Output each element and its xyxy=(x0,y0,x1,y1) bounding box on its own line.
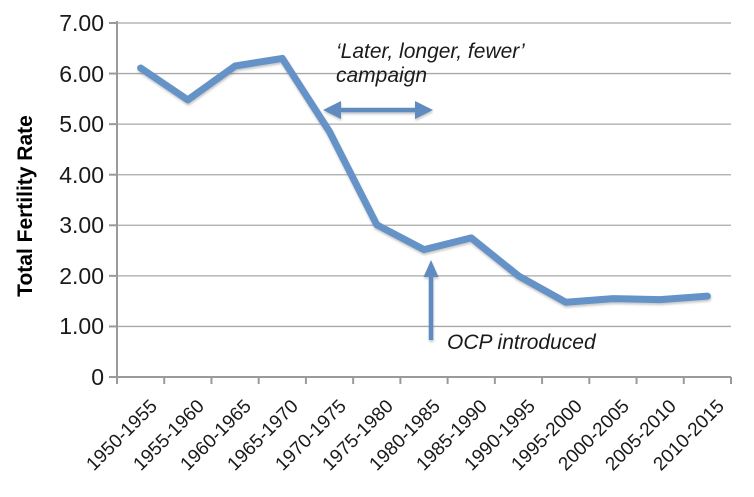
y-tick-label: 4.00 xyxy=(59,161,104,188)
y-axis-title: Total Fertility Rate xyxy=(14,115,37,297)
y-tick-label: 5.00 xyxy=(59,111,104,138)
y-tick-label: 2.00 xyxy=(59,262,104,289)
y-tick-label: 6.00 xyxy=(59,60,104,87)
ocp-pointer-arrow xyxy=(423,260,439,340)
y-tick-label: 7.00 xyxy=(59,10,104,36)
y-tick-label: 0 xyxy=(91,364,104,390)
campaign-span-arrow xyxy=(323,101,433,119)
ocp-annotation: OCP introduced xyxy=(447,331,596,354)
y-tick-label: 1.00 xyxy=(59,313,104,340)
tfr-line-series xyxy=(137,54,711,306)
axis-ticks xyxy=(109,22,732,384)
campaign-annotation: ‘Later, longer, fewer’ campaign xyxy=(336,40,525,87)
y-tick-label: 3.00 xyxy=(59,212,104,239)
